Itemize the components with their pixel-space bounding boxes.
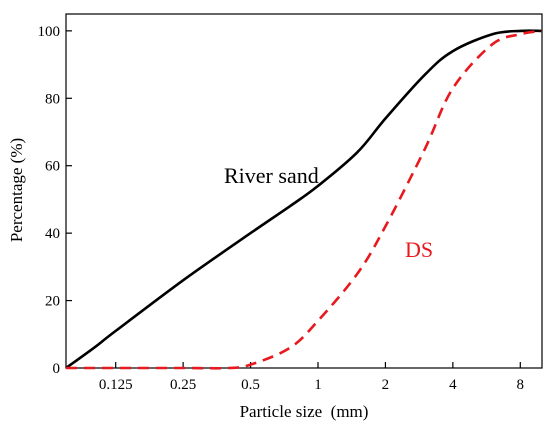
x-tick-label: 2 [382,377,390,393]
series-line-river-sand [65,29,543,370]
x-tick-label: 8 [517,377,525,393]
series-layer [65,29,543,370]
y-tick-label: 60 [45,159,60,175]
x-tick-label: 1 [314,377,322,393]
x-tick-label: 0.125 [99,377,133,393]
x-tick-label: 0.5 [241,377,260,393]
x-tick-label: 0.25 [170,377,196,393]
plot-area-frame [65,13,543,369]
y-tick-label: 100 [38,24,61,40]
y-axis: 0 20 40 60 80 100 [38,24,72,377]
x-tick-label: 4 [449,377,457,393]
y-tick-label: 80 [45,91,60,107]
x-axis: 0.125 0.25 0.5 1 2 4 8 [99,362,524,393]
y-tick-label: 0 [53,361,61,377]
y-tick-label: 20 [45,294,60,310]
annotation-ds: DS [405,237,433,262]
y-tick-label: 40 [45,226,60,242]
y-axis-title: Percentage (%) [7,138,26,242]
annotation-river-sand: River sand [224,163,319,188]
x-axis-title: Particle size (mm) [240,402,369,421]
series-line-ds [66,29,543,370]
